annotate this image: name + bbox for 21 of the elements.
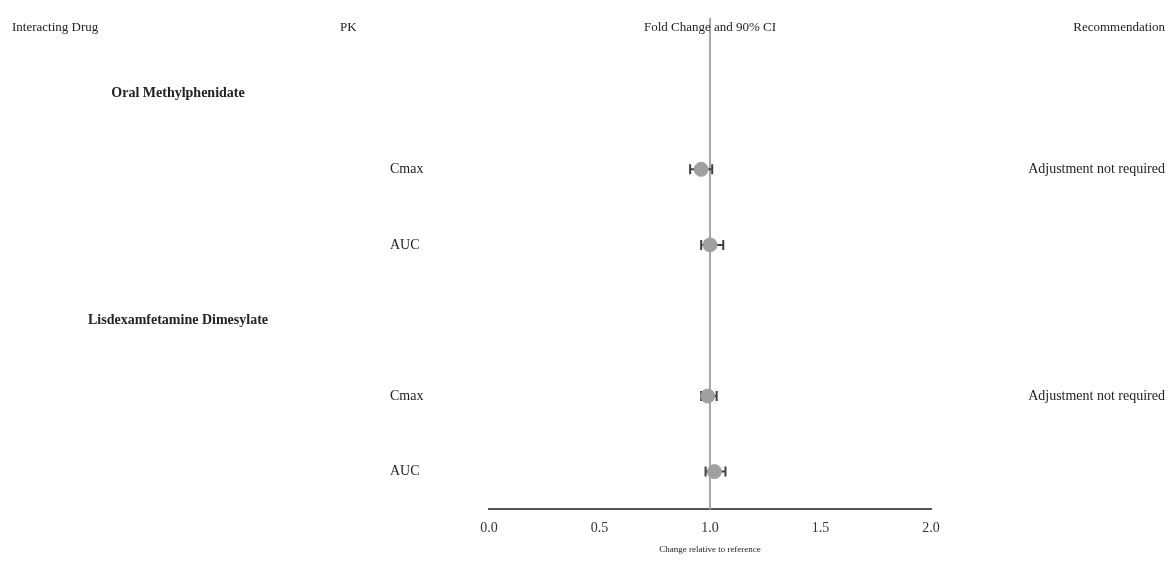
- y2-tick-label: Adjustment not required: [1028, 387, 1165, 403]
- y2-tick-label: Adjustment not required: [1028, 161, 1165, 177]
- y-tick-label: Cmax: [390, 161, 424, 177]
- x-tick-label: 1.5: [811, 520, 830, 536]
- annotation: Fold Change and 90% CI: [643, 19, 777, 35]
- text: PK: [340, 19, 358, 35]
- x-tick-label: 0.5: [590, 520, 609, 536]
- point: [706, 464, 722, 480]
- y-tick-label: AUC: [390, 463, 420, 479]
- point: [702, 237, 718, 253]
- point: [693, 161, 709, 177]
- y-tick-label: Cmax: [390, 387, 424, 403]
- text: Lisdexamfetamine Dimesylate: [87, 312, 269, 328]
- text: Interacting Drug: [12, 19, 99, 35]
- x-tick-label: 2.0: [922, 520, 940, 536]
- text: Oral Methylphenidate: [111, 85, 245, 101]
- x-tick-label: 1.0: [701, 520, 719, 536]
- x-tick-label: 0.0: [480, 520, 498, 536]
- text: Recommendation: [1073, 19, 1166, 35]
- x-axis-title: Change relative to reference: [659, 543, 761, 554]
- y-tick-label: AUC: [390, 236, 420, 252]
